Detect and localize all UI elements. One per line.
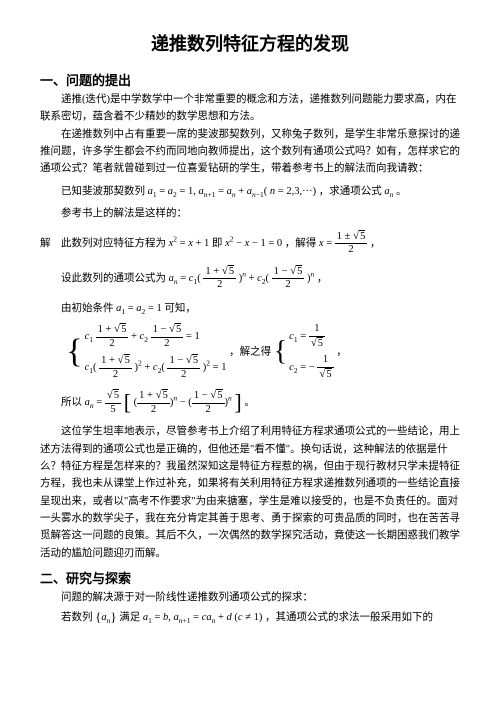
doc-title: 递推数列特征方程的发现 xyxy=(40,30,460,56)
given-line: 已知斐波那契数列 a1 = a2 = 1, an+1 = an + an−1( … xyxy=(61,184,460,200)
s2-p2c: ，其通项公式的求法一般采用如下的 xyxy=(265,612,433,623)
s1-reflect: 这位学生坦率地表示，尽管参考书上介绍了利用特征方程求通项公式的一些结论，用上述方… xyxy=(40,423,460,562)
init-text2: 可知， xyxy=(164,303,196,314)
section-1-head: 一、问题的提出 xyxy=(40,70,460,89)
solution-line: 解 此数列对应特征方程为 x2 = x + 1 即 x2 − x − 1 = 0… xyxy=(40,231,460,256)
init-line: 由初始条件 a1 = a2 = 1 可知， xyxy=(61,301,460,317)
set-line: 设此数列的通项公式为 an = c1( 1 + √52 )n + c2( 1 −… xyxy=(61,266,460,291)
sol-text2: ，解得 xyxy=(285,238,317,249)
solve-mid: ，解之得 xyxy=(229,347,271,358)
s2-para2: 若数列 {an} 满足 a1 = b, an+1 = can + d (c ≠ … xyxy=(40,606,460,627)
s2-p2b: 满足 xyxy=(119,612,140,623)
set-text: 设此数列的通项公式为 xyxy=(61,273,166,284)
given-prefix: 已知斐波那契数列 xyxy=(61,186,145,197)
s1-para1: 递推(迭代)是中学数学中一个非常重要的概念和方法，递推数列问题能力要求高，内在联… xyxy=(40,91,460,126)
section-2-head: 二、研究与探索 xyxy=(40,568,460,587)
sol-lead: 解 xyxy=(40,238,51,249)
ref-line: 参考书上的解法是这样的： xyxy=(40,205,460,222)
s1-para2: 在递推数列中占有重要一席的斐波那契数列，又称兔子数列，是学生非常乐意探讨的递推问… xyxy=(40,126,460,178)
so-text: 所以 xyxy=(61,397,82,408)
s2-para1: 问题的解决源于对一阶线性递推数列通项公式的探求： xyxy=(40,589,460,606)
init-text: 由初始条件 xyxy=(61,303,114,314)
system-block: { c1 1 + √52 + c2 1 − √52 = 1 c1( 1 + √5… xyxy=(66,324,460,380)
s2-p2a: 若数列 xyxy=(61,612,93,623)
page-root: 递推数列特征方程的发现 一、问题的提出 递推(迭代)是中学数学中一个非常重要的概… xyxy=(0,0,500,648)
sol-text: 此数列对应特征方程为 xyxy=(61,238,166,249)
given-suffix: ，求通项公式 xyxy=(319,186,382,197)
result-line: 所以 an = √55 [ (1 + √52)n − (1 − √52)n ] … xyxy=(61,390,460,415)
